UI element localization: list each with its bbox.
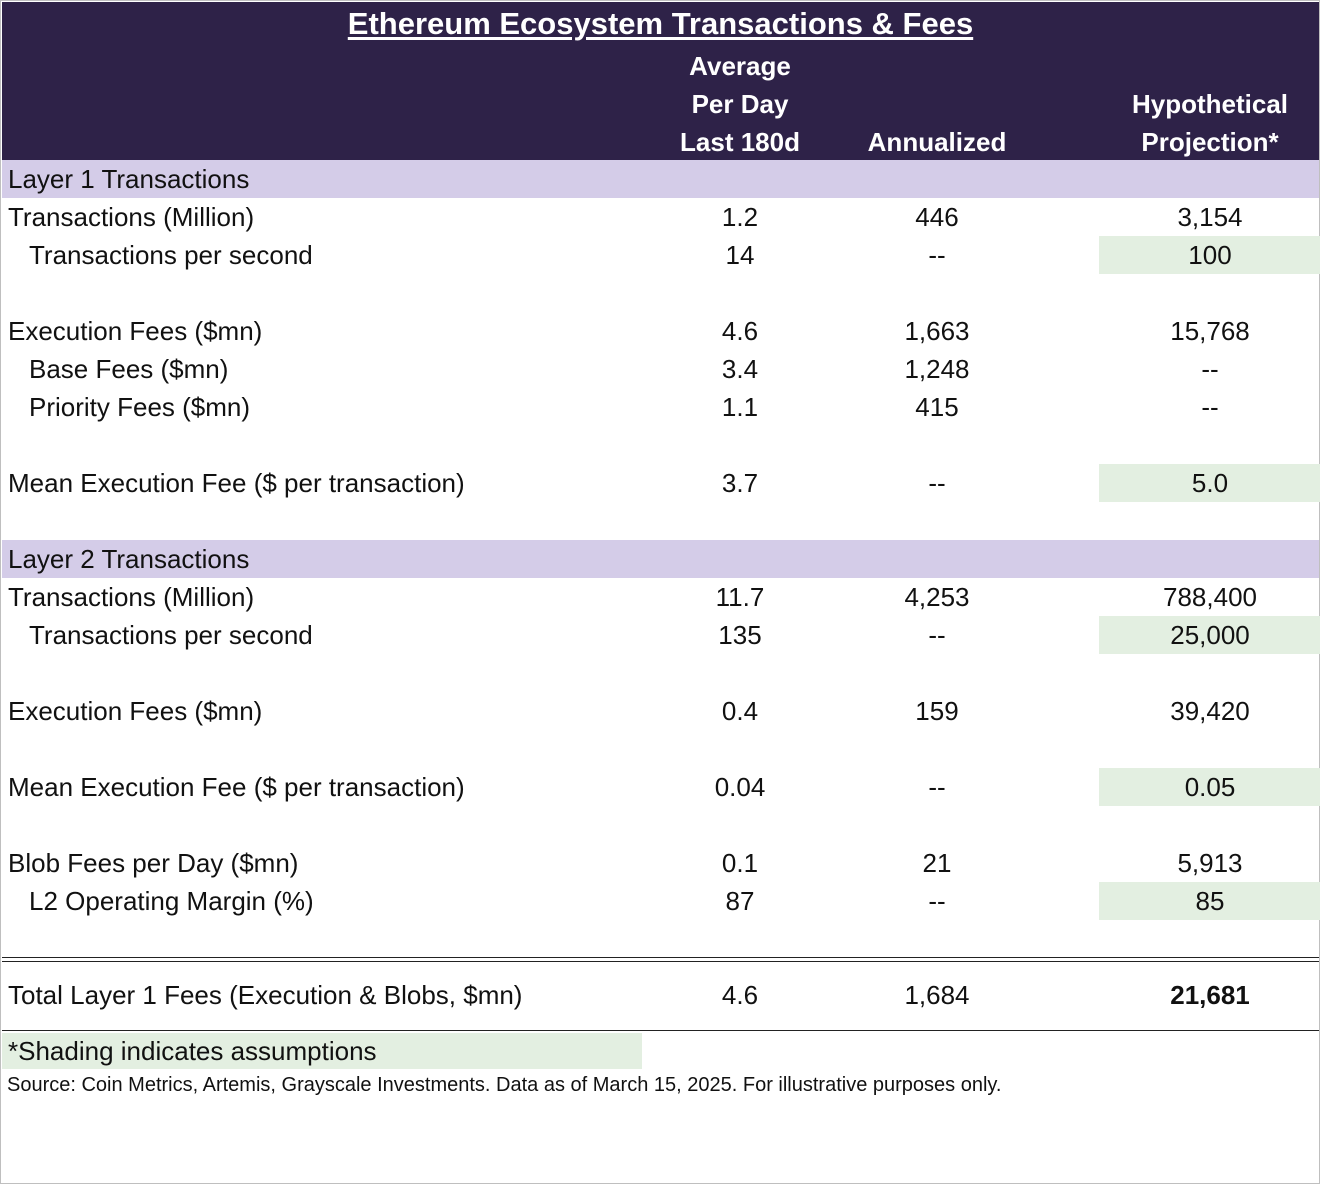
shading-footnote: *Shading indicates assumptions — [2, 1033, 642, 1069]
header-average-line3: Last 180d — [680, 127, 800, 157]
annualized-value: -- — [928, 886, 946, 916]
projection-assumption-value: 5.0 — [1099, 464, 1320, 502]
row-label: Mean Execution Fee ($ per transaction) — [8, 772, 465, 802]
header-hypothetical-projection: Hypothetical Projection* — [1100, 85, 1320, 161]
table-row: Blob Fees per Day ($mn) 0.1 21 5,913 — [2, 844, 1319, 882]
projection-value: -- — [1201, 392, 1219, 422]
avg-value: 0.04 — [714, 772, 766, 802]
annualized-value: -- — [928, 772, 946, 802]
projection-value: 5,913 — [1177, 848, 1243, 878]
row-label: Transactions (Million) — [8, 582, 255, 612]
table-row: L2 Operating Margin (%) 87 -- 85 — [2, 882, 1320, 920]
projection-value: 3,154 — [1177, 202, 1243, 232]
row-label: Execution Fees ($mn) — [8, 316, 263, 346]
table-row: Transactions per second 135 -- 25,000 — [2, 616, 1320, 654]
projection-assumption-value: 25,000 — [1099, 616, 1320, 654]
total-projection-value: 21,681 — [1170, 980, 1250, 1010]
avg-value: 4.6 — [721, 316, 759, 346]
row-label: Base Fees ($mn) — [29, 354, 229, 384]
header-projection-line2: Projection* — [1141, 127, 1279, 157]
avg-value: 0.4 — [721, 696, 759, 726]
row-label: Blob Fees per Day ($mn) — [8, 848, 299, 878]
table-title: Ethereum Ecosystem Transactions & Fees — [347, 6, 974, 41]
annualized-value: 446 — [915, 202, 959, 232]
avg-value: 3.4 — [721, 354, 759, 384]
avg-value: 3.7 — [721, 468, 759, 498]
header-annualized: Annualized — [842, 123, 1032, 161]
projection-value: 39,420 — [1170, 696, 1250, 726]
table-row: Transactions (Million) 11.7 4,253 788,40… — [2, 578, 1319, 616]
projection-value: 788,400 — [1163, 582, 1257, 612]
header-average-line2: Per Day — [691, 89, 789, 119]
row-label: Transactions (Million) — [8, 202, 255, 232]
projection-value: 15,768 — [1170, 316, 1250, 346]
table-row: Transactions per second 14 -- 100 — [2, 236, 1320, 274]
avg-value: 87 — [725, 886, 755, 916]
section-layer1: Layer 1 Transactions — [2, 160, 1319, 198]
table-row: Priority Fees ($mn) 1.1 415 -- — [2, 388, 1319, 426]
annualized-value: 1,248 — [904, 354, 970, 384]
avg-value: 1.2 — [721, 202, 759, 232]
row-label: Execution Fees ($mn) — [8, 696, 263, 726]
total-avg-value: 4.6 — [721, 980, 759, 1010]
annualized-value: 4,253 — [904, 582, 970, 612]
total-row: Total Layer 1 Fees (Execution & Blobs, $… — [2, 976, 1319, 1014]
avg-value: 11.7 — [715, 582, 765, 612]
bottom-divider — [2, 1030, 1319, 1031]
row-label: Transactions per second — [29, 240, 313, 270]
avg-value: 14 — [725, 240, 755, 270]
section-layer2-label: Layer 2 Transactions — [8, 544, 250, 574]
table-row: Mean Execution Fee ($ per transaction) 3… — [2, 464, 1320, 502]
row-label: Transactions per second — [29, 620, 313, 650]
header-average-per-day: Average Per Day Last 180d — [632, 47, 848, 161]
annualized-value: -- — [928, 468, 946, 498]
table-row: Execution Fees ($mn) 4.6 1,663 15,768 — [2, 312, 1319, 350]
avg-value: 0.1 — [721, 848, 759, 878]
double-divider — [2, 957, 1319, 962]
annualized-value: 159 — [915, 696, 959, 726]
projection-value: -- — [1201, 354, 1219, 384]
annualized-value: 1,663 — [904, 316, 970, 346]
row-label: L2 Operating Margin (%) — [29, 886, 314, 916]
source-note: Source: Coin Metrics, Artemis, Grayscale… — [7, 1074, 1002, 1096]
annualized-value: 415 — [915, 392, 959, 422]
avg-value: 135 — [718, 620, 762, 650]
annualized-value: -- — [928, 240, 946, 270]
table-header: Ethereum Ecosystem Transactions & Fees A… — [2, 2, 1319, 160]
section-layer1-label: Layer 1 Transactions — [8, 164, 250, 194]
row-label: Priority Fees ($mn) — [29, 392, 251, 422]
header-projection-line1: Hypothetical — [1131, 89, 1289, 119]
table-row: Transactions (Million) 1.2 446 3,154 — [2, 198, 1319, 236]
total-annualized-value: 1,684 — [904, 980, 970, 1010]
header-annualized-text: Annualized — [867, 127, 1007, 157]
row-label: Mean Execution Fee ($ per transaction) — [8, 468, 465, 498]
projection-assumption-value: 85 — [1099, 882, 1320, 920]
annualized-value: 21 — [922, 848, 952, 878]
header-average-line1: Average — [689, 51, 791, 81]
table-row: Execution Fees ($mn) 0.4 159 39,420 — [2, 692, 1319, 730]
total-label: Total Layer 1 Fees (Execution & Blobs, $… — [8, 980, 523, 1010]
avg-value: 1.1 — [721, 392, 759, 422]
table-row: Mean Execution Fee ($ per transaction) 0… — [2, 768, 1320, 806]
table-row: Base Fees ($mn) 3.4 1,248 -- — [2, 350, 1319, 388]
annualized-value: -- — [928, 620, 946, 650]
projection-assumption-value: 100 — [1099, 236, 1320, 274]
section-layer2: Layer 2 Transactions — [2, 540, 1319, 578]
projection-assumption-value: 0.05 — [1099, 768, 1320, 806]
